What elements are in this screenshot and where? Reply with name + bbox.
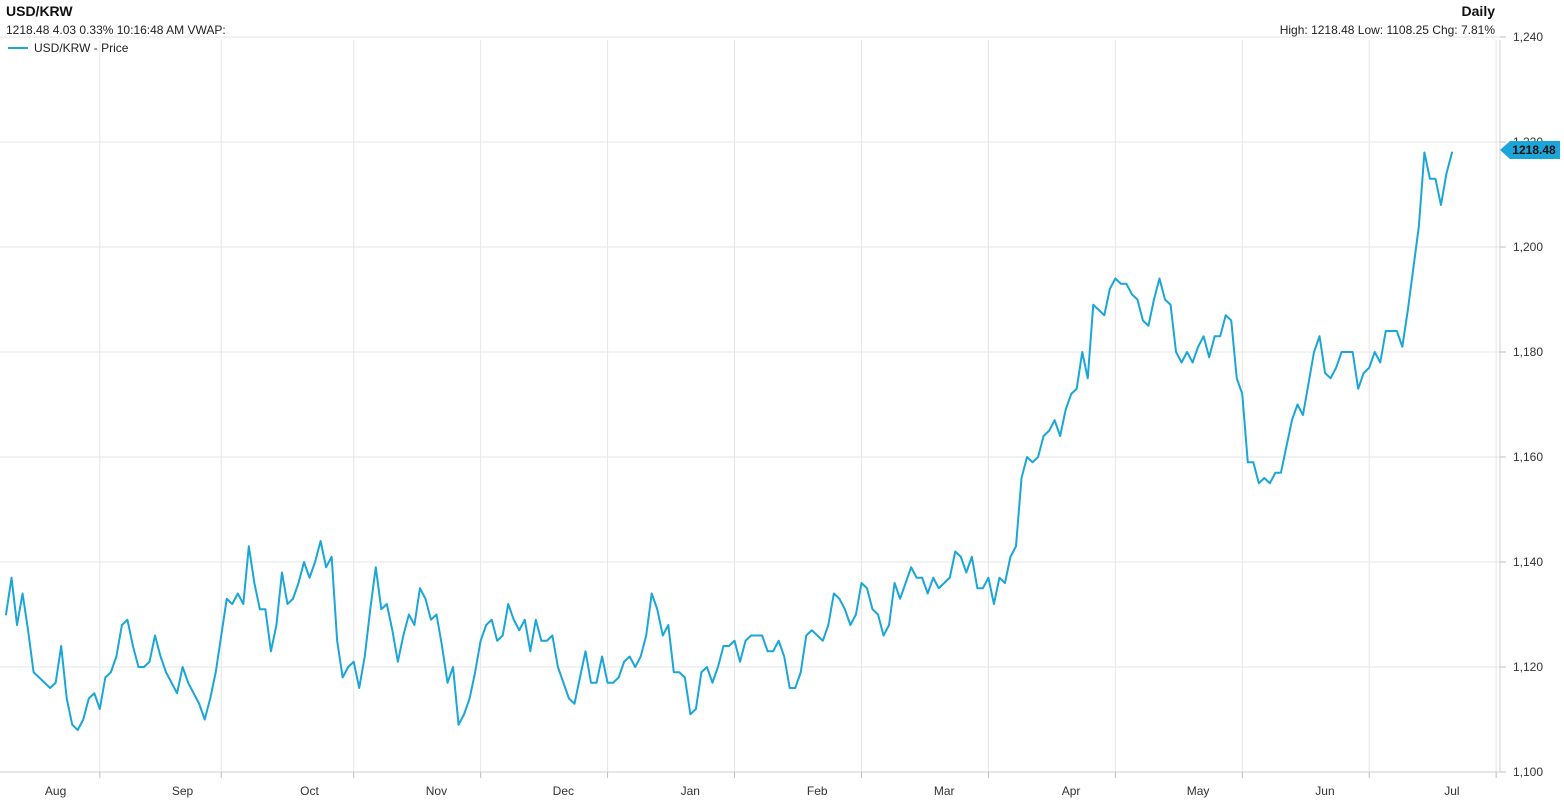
series-line-usd-krw-price — [5, 151, 1453, 731]
legend-label: USD/KRW - Price — [34, 41, 129, 55]
x-axis: Aug Sep Oct Nov Dec Jan Feb Mar Apr May Jun Jul — [45, 772, 1497, 798]
x-tick-label-sep: Sep — [172, 784, 194, 798]
x-tick-label-apr: Apr — [1062, 784, 1081, 798]
x-tick-label-jun: Jun — [1315, 784, 1334, 798]
gridlines — [0, 36, 1500, 773]
x-tick-label-nov: Nov — [426, 784, 447, 798]
x-tick-label-feb: Feb — [807, 784, 828, 798]
y-tick-label-2: 1,140 — [1513, 555, 1543, 569]
series-layer — [5, 151, 1453, 731]
y-tick-label-0: 1,100 — [1513, 765, 1543, 779]
chart-stats-line: High: 1218.48 Low: 1108.25 Chg: 7.81% — [1280, 23, 1496, 37]
chart-title: USD/KRW — [6, 3, 73, 19]
last-value-tag: 1218.48 — [1500, 140, 1560, 159]
y-tick-label-7: 1,240 — [1513, 30, 1543, 44]
legend: USD/KRW - Price — [8, 41, 129, 55]
last-value-tag-label: 1218.48 — [1512, 143, 1556, 157]
x-tick-label-aug: Aug — [45, 784, 66, 798]
chart-info-line: 1218.48 4.03 0.33% 10:16:48 AM VWAP: — [6, 23, 226, 37]
x-tick-label-mar: Mar — [934, 784, 955, 798]
y-tick-label-4: 1,180 — [1513, 345, 1543, 359]
x-tick-label-oct: Oct — [300, 784, 319, 798]
x-tick-label-dec: Dec — [553, 784, 574, 798]
x-tick-label-may: May — [1187, 784, 1210, 798]
last-value-tag-shape — [1500, 140, 1560, 159]
x-tick-label-jan: Jan — [681, 784, 700, 798]
y-tick-label-5: 1,200 — [1513, 240, 1543, 254]
y-tick-label-3: 1,160 — [1513, 450, 1543, 464]
period-label: Daily — [1462, 3, 1496, 19]
x-tick-label-jul: Jul — [1444, 784, 1459, 798]
y-tick-label-1: 1,120 — [1513, 660, 1543, 674]
